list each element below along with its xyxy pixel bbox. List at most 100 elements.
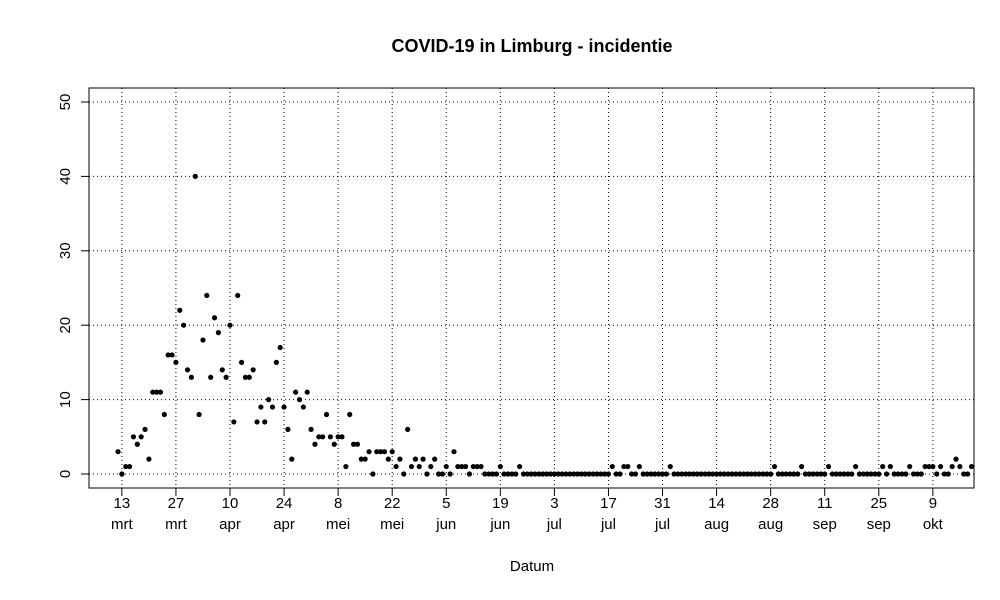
data-point (602, 471, 608, 477)
data-point (872, 471, 878, 477)
data-point (354, 441, 361, 447)
data-point (281, 404, 287, 410)
x-tick-month: mei (380, 516, 404, 533)
data-point (254, 419, 260, 425)
data-point (814, 471, 820, 477)
data-point (953, 456, 959, 462)
data-point (466, 471, 473, 477)
data-point (810, 471, 816, 477)
x-tick-month: jul (600, 516, 616, 533)
data-point (405, 426, 411, 432)
data-point (590, 471, 596, 477)
data-point (524, 471, 530, 477)
data-point (296, 397, 303, 403)
data-point (169, 352, 175, 358)
data-point (316, 434, 322, 440)
data-point (362, 456, 368, 462)
data-point (513, 471, 519, 477)
data-point (451, 449, 457, 455)
x-tick-day: 17 (600, 495, 617, 512)
data-point (822, 471, 828, 477)
data-point (474, 463, 480, 470)
x-tick-day: 13 (114, 495, 131, 512)
data-point (887, 463, 893, 470)
data-point (327, 434, 333, 440)
data-point (733, 471, 739, 477)
data-point (130, 434, 137, 440)
data-point (748, 471, 754, 477)
x-tick-month: jul (654, 516, 670, 533)
y-tick-label: 10 (57, 391, 74, 408)
data-point (181, 322, 187, 328)
data-point (965, 471, 971, 477)
data-point (223, 374, 229, 380)
data-point (424, 471, 430, 477)
data-point (791, 471, 797, 477)
data-point (420, 456, 426, 462)
x-tick-day: 9 (929, 495, 937, 512)
data-point (652, 471, 658, 477)
data-point (663, 471, 669, 477)
data-point (339, 434, 345, 440)
grid-lines (89, 88, 974, 488)
data-point (246, 374, 252, 380)
data-point (134, 441, 140, 447)
data-point (926, 463, 932, 470)
data-point (300, 404, 306, 410)
data-point (150, 389, 156, 395)
data-point (818, 471, 824, 477)
data-point (551, 471, 558, 477)
data-point (829, 471, 836, 477)
data-point (555, 471, 561, 477)
data-point (806, 471, 812, 477)
data-point (266, 397, 272, 403)
data-point (837, 471, 843, 477)
data-point (323, 411, 330, 418)
x-tick-month: jul (546, 516, 562, 533)
data-point (903, 471, 909, 477)
x-tick-day: 19 (492, 495, 509, 512)
data-point (656, 471, 662, 477)
y-tick-label: 30 (57, 242, 74, 259)
data-point (161, 411, 167, 418)
data-point (559, 471, 565, 477)
data-point (714, 471, 720, 477)
data-point (825, 463, 832, 470)
data-point (694, 471, 700, 477)
data-point (729, 471, 735, 477)
data-point (922, 463, 928, 470)
data-point (760, 471, 766, 477)
data-point (598, 471, 604, 477)
y-tick-label: 0 (57, 470, 74, 478)
x-tick-day: 24 (276, 495, 293, 512)
data-point (540, 471, 546, 477)
data-point (308, 426, 314, 432)
data-points (115, 173, 975, 477)
x-tick-month: aug (704, 516, 729, 533)
data-point (945, 471, 951, 477)
data-point (833, 471, 839, 477)
data-point (115, 449, 121, 455)
data-point (679, 471, 685, 477)
y-tick-label: 50 (57, 94, 74, 111)
data-point (219, 367, 225, 373)
data-point (586, 471, 592, 477)
data-point (764, 471, 770, 477)
x-tick-month: aug (758, 516, 783, 533)
data-point (918, 471, 924, 477)
data-point (517, 463, 523, 470)
x-tick-month: mei (326, 516, 350, 533)
data-point (671, 471, 677, 477)
data-point (914, 471, 921, 477)
data-point (293, 389, 299, 395)
x-tick-day: 22 (384, 495, 401, 512)
data-point (802, 471, 809, 477)
data-point (621, 463, 627, 470)
data-point (408, 463, 415, 470)
x-tick-month: mrt (111, 516, 133, 533)
data-point (482, 471, 488, 477)
data-point (273, 359, 279, 365)
data-point (582, 471, 588, 477)
data-point (768, 471, 774, 477)
x-tick-day: 10 (222, 495, 239, 512)
